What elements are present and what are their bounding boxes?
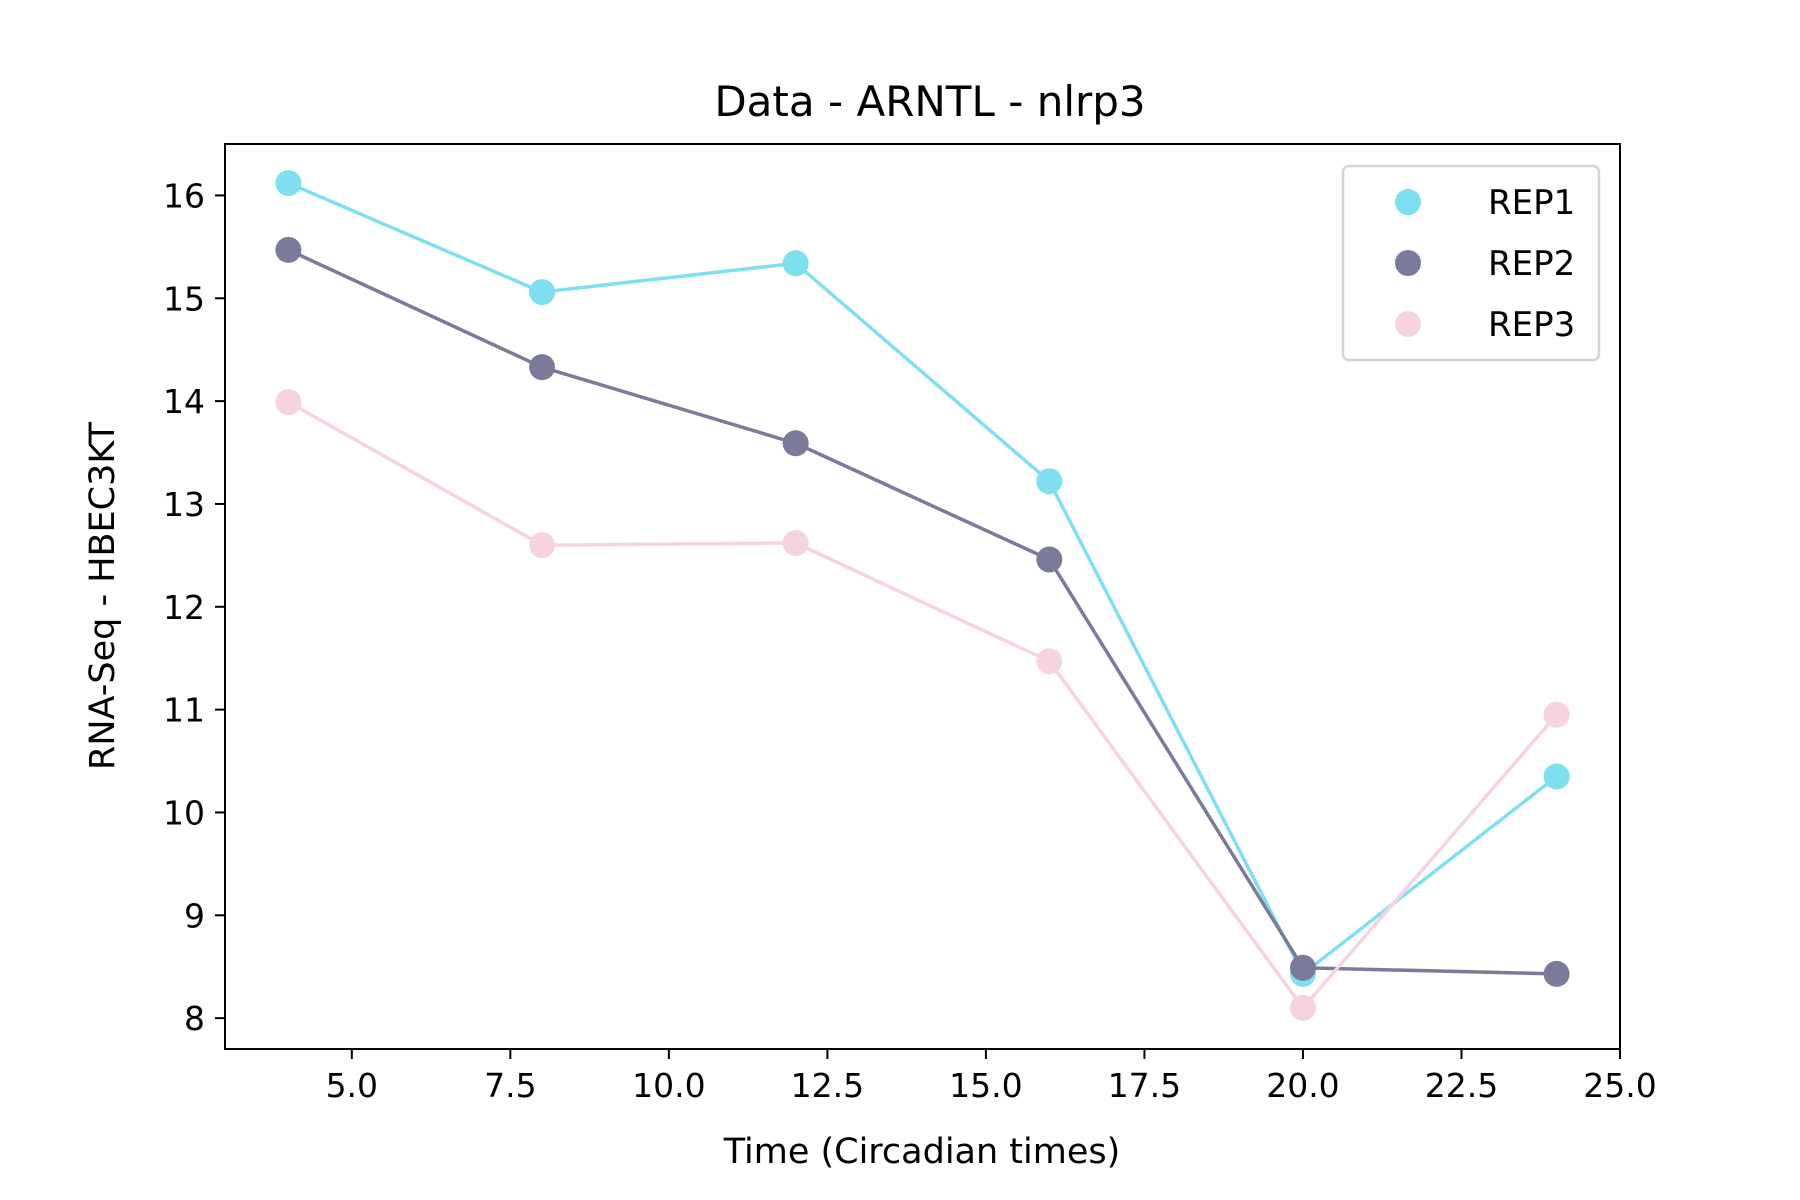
data-point-rep2 <box>1289 954 1316 981</box>
data-point-rep2 <box>529 354 556 381</box>
x-tick-label: 15.0 <box>949 1066 1022 1105</box>
data-point-rep3 <box>1036 648 1063 675</box>
x-tick-label: 10.0 <box>632 1066 705 1105</box>
data-point-rep3 <box>782 530 809 557</box>
legend-marker-rep3 <box>1395 311 1421 337</box>
y-tick-label: 16 <box>163 176 205 215</box>
legend: REP1 REP2 REP3 <box>1341 164 1601 362</box>
x-tick-label: 17.5 <box>1108 1066 1181 1105</box>
data-point-rep2 <box>1543 960 1570 987</box>
data-point-rep2 <box>275 236 302 263</box>
y-tick-label: 9 <box>184 896 205 935</box>
data-point-rep3 <box>1289 994 1316 1021</box>
data-point-rep1 <box>275 170 302 197</box>
y-tick-label: 13 <box>163 485 205 524</box>
legend-label-rep1: REP1 <box>1488 183 1575 223</box>
series-line-rep1 <box>287 181 1558 976</box>
x-axis: 5.0 7.5 10.0 12.5 15.0 17.5 20.0 22.5 25.0 <box>326 1049 1657 1105</box>
series-line-rep2 <box>287 248 1557 976</box>
data-point-rep1 <box>1543 763 1570 790</box>
x-tick-label: 5.0 <box>326 1066 378 1105</box>
legend-marker-rep1 <box>1395 189 1421 215</box>
x-tick-label: 22.5 <box>1425 1066 1498 1105</box>
data-point-rep3 <box>1543 701 1570 728</box>
y-axis-label: RNA-Seq - HBEC3KT <box>83 421 123 770</box>
x-tick-label: 25.0 <box>1583 1066 1656 1105</box>
data-point-rep3 <box>529 532 556 559</box>
data-point-rep1 <box>529 279 556 306</box>
y-tick-label: 15 <box>163 279 205 318</box>
x-tick-label: 7.5 <box>484 1066 536 1105</box>
plot-frame <box>224 143 1621 1050</box>
series-line-rep3 <box>287 400 1558 1010</box>
x-tick-label: 20.0 <box>1266 1066 1339 1105</box>
legend-label-rep2: REP2 <box>1488 244 1575 284</box>
x-tick-label: 12.5 <box>791 1066 864 1105</box>
y-tick-label: 12 <box>163 588 205 627</box>
y-tick-label: 11 <box>163 691 205 730</box>
chart-title: Data - ARNTL - nlrp3 <box>714 77 1145 126</box>
data-point-rep2 <box>782 430 809 457</box>
y-tick-label: 10 <box>163 793 205 832</box>
data-point-rep1 <box>1036 468 1063 495</box>
data-point-rep2 <box>1036 546 1063 573</box>
y-tick-label: 8 <box>184 999 205 1038</box>
x-axis-label: Time (Circadian times) <box>723 1132 1121 1172</box>
series-layer <box>275 170 1570 1021</box>
y-tick-label: 14 <box>163 382 205 421</box>
legend-marker-rep2 <box>1395 250 1421 276</box>
y-axis: 8 9 10 11 12 13 14 15 16 <box>163 176 225 1038</box>
legend-items: REP1 REP2 REP3 <box>1395 183 1575 345</box>
data-point-rep1 <box>782 250 809 277</box>
legend-label-rep3: REP3 <box>1488 305 1575 345</box>
data-point-rep3 <box>275 389 302 416</box>
